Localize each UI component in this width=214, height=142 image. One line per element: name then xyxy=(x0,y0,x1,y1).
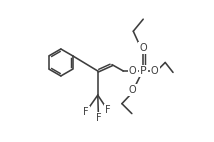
Text: O: O xyxy=(139,43,147,53)
Text: O: O xyxy=(151,66,158,76)
Text: F: F xyxy=(83,107,89,117)
Text: F: F xyxy=(96,113,101,123)
Text: O: O xyxy=(129,85,136,95)
Text: F: F xyxy=(105,105,110,115)
Text: O: O xyxy=(129,66,136,76)
Text: P: P xyxy=(140,66,147,76)
